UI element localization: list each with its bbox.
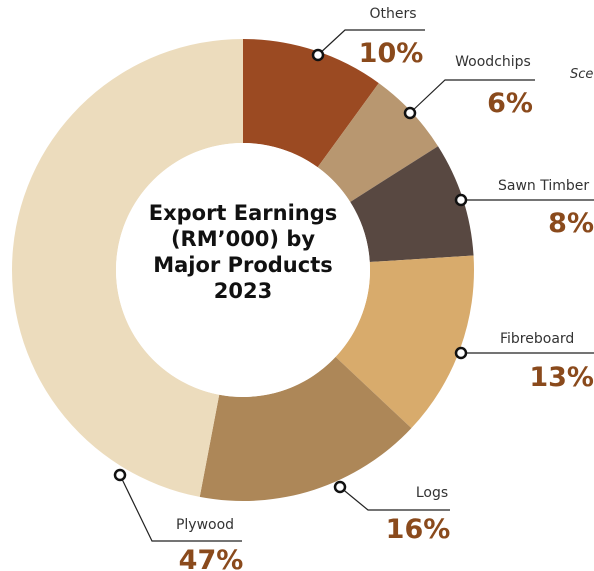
leader-dot xyxy=(456,195,466,205)
legend-label: Sawn Timber xyxy=(498,178,589,194)
data-label: 47% xyxy=(179,545,244,571)
data-label: 6% xyxy=(487,88,533,119)
annotation: Sce xyxy=(570,67,593,82)
legend-label: Woodchips xyxy=(455,54,531,70)
leader-dot xyxy=(115,470,125,480)
chart-title: Export Earnings (RM’000) by Major Produc… xyxy=(148,200,338,304)
leader-dot xyxy=(313,50,323,60)
leader-dot xyxy=(405,108,415,118)
data-label: 13% xyxy=(529,362,594,393)
data-label: 16% xyxy=(386,514,451,545)
legend-label: Plywood xyxy=(176,517,234,533)
legend-label: Logs xyxy=(416,485,448,501)
data-label: 10% xyxy=(359,38,424,69)
legend-label: Fibreboard xyxy=(500,331,574,347)
page: Others 10% Woodchips 6% Sawn Timber 8% Fibrebo… xyxy=(0,0,594,571)
leader-dot xyxy=(456,348,466,358)
leader-dot xyxy=(335,482,345,492)
data-label: 8% xyxy=(548,208,594,239)
legend-label: Others xyxy=(369,6,416,22)
